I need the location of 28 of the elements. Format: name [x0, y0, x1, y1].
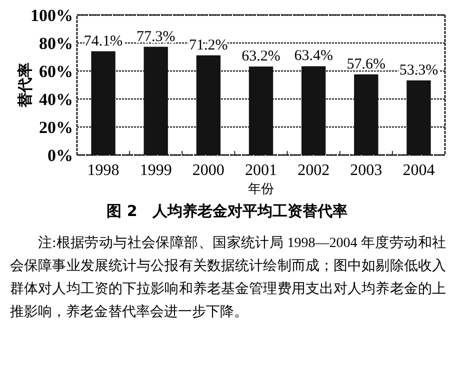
data-label: 63.4%	[294, 48, 333, 64]
y-tick-label: 100%	[30, 6, 73, 25]
data-label: 77.3%	[136, 28, 176, 45]
y-tick-label: 80%	[39, 34, 73, 53]
bar	[248, 66, 274, 155]
y-axis-title: 替代率	[16, 62, 34, 108]
data-label: 63.2%	[242, 48, 280, 65]
bar	[196, 55, 221, 155]
y-tick-label: 20%	[39, 118, 73, 137]
bar	[91, 51, 116, 155]
x-tick-label: 2003	[350, 162, 382, 179]
bar	[144, 46, 168, 155]
y-tick-label: 0%	[48, 146, 73, 165]
bar	[406, 80, 431, 155]
y-tick-label: 60%	[39, 62, 73, 81]
data-label: 57.6%	[346, 56, 386, 72]
x-tick-label: 2000	[192, 162, 224, 179]
text: 注:根据劳动与社会保障部、国家统计局 1998—2004 年度劳动和社会保障事业发展统计与公报有关数据统计绘制而成；图中如剔除低收入群体对人均工资的下拉影响和养老基金管理费用支出对人均养老金的上推影响，养老金替代率会进一步下降。	[10, 234, 446, 322]
x-tick-label: 1999	[140, 162, 172, 179]
bar	[301, 66, 326, 155]
x-tick-label: 2002	[298, 162, 330, 179]
x-tick-label: 2001	[245, 162, 277, 179]
text: 图 2 人均养老金对平均工资替代率	[106, 202, 348, 221]
y-tick-label: 40%	[39, 90, 73, 109]
x-axis-title: 年份	[248, 182, 274, 197]
x-tick-label: 2004	[402, 162, 435, 179]
x-tick-label: 1998	[87, 162, 120, 179]
bar	[354, 74, 378, 155]
